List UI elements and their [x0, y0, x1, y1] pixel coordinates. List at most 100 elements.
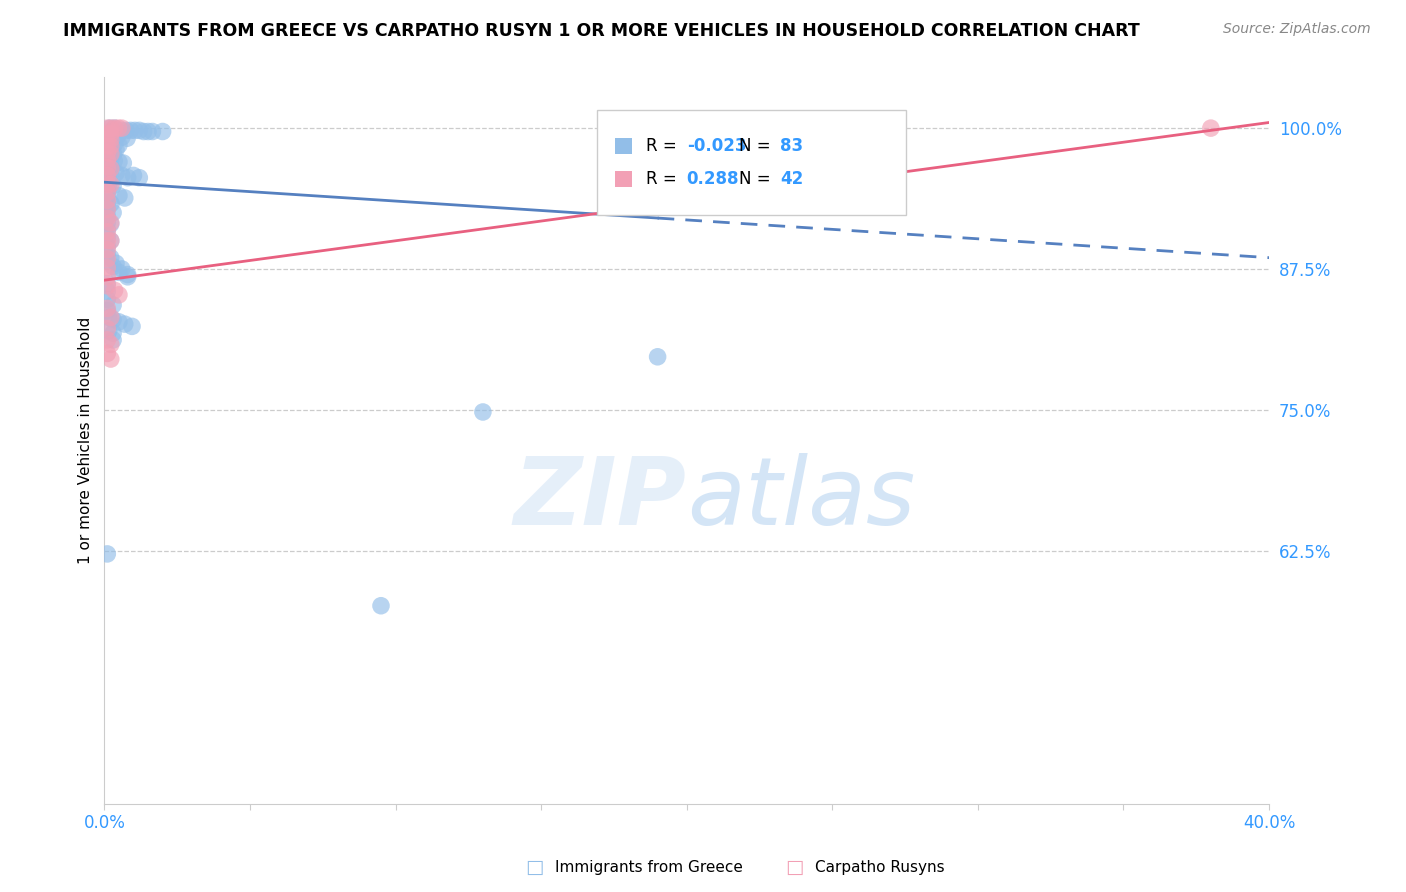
Point	[103, 153, 125, 168]
Point	[117, 170, 139, 185]
Text: □: □	[785, 857, 804, 877]
Point	[96, 145, 118, 160]
Point	[100, 217, 122, 231]
Point	[100, 352, 122, 367]
Point	[100, 153, 122, 167]
Point	[114, 317, 136, 331]
Point	[100, 234, 122, 248]
Point	[100, 196, 122, 211]
Text: R =: R =	[645, 170, 682, 188]
Point	[96, 158, 118, 172]
Point	[98, 130, 121, 145]
Text: Carpatho Rusyns: Carpatho Rusyns	[815, 860, 945, 874]
Point	[108, 288, 131, 302]
Point	[114, 191, 136, 205]
Point	[103, 121, 125, 136]
Point	[97, 178, 120, 192]
Point	[96, 202, 118, 217]
Point	[152, 124, 174, 138]
Point	[96, 139, 118, 153]
Text: R =: R =	[645, 137, 682, 155]
FancyBboxPatch shape	[614, 171, 633, 187]
Point	[108, 138, 131, 153]
Point	[96, 333, 118, 347]
Point	[96, 303, 118, 318]
Point	[108, 315, 131, 329]
Point	[101, 312, 124, 326]
Point	[128, 123, 150, 137]
Point	[100, 139, 122, 153]
Point	[96, 254, 118, 268]
Point	[107, 128, 129, 143]
Point	[100, 160, 122, 174]
Point	[112, 156, 135, 170]
Point	[96, 278, 118, 293]
Point	[100, 178, 122, 192]
Point	[105, 143, 128, 157]
Point	[96, 209, 118, 223]
FancyBboxPatch shape	[614, 138, 633, 154]
Text: N =: N =	[740, 170, 776, 188]
Point	[101, 260, 124, 274]
Point	[111, 121, 134, 136]
Point	[96, 127, 118, 141]
Point	[111, 261, 134, 276]
Point	[96, 243, 118, 257]
Point	[124, 123, 146, 137]
Point	[121, 319, 143, 334]
Point	[96, 346, 118, 360]
Point	[97, 324, 120, 338]
Point	[97, 310, 120, 325]
Point	[107, 121, 129, 136]
Point	[108, 188, 131, 202]
Point	[96, 195, 118, 210]
Point	[100, 121, 122, 136]
Point	[132, 124, 155, 138]
Point	[370, 599, 392, 613]
Point	[98, 145, 121, 160]
Point	[96, 547, 118, 561]
Point	[96, 293, 118, 307]
Point	[96, 301, 118, 316]
Point	[101, 128, 124, 143]
Point	[96, 285, 118, 299]
FancyBboxPatch shape	[598, 110, 905, 216]
Point	[115, 123, 138, 137]
Point	[100, 132, 122, 146]
Point	[100, 167, 122, 181]
Text: -0.023: -0.023	[686, 137, 747, 155]
Point	[96, 230, 118, 244]
Point	[111, 130, 134, 145]
Point	[128, 170, 150, 185]
Point	[120, 123, 142, 137]
Point	[96, 234, 118, 248]
Point	[96, 277, 118, 291]
Point	[96, 252, 118, 266]
Text: IMMIGRANTS FROM GREECE VS CARPATHO RUSYN 1 OR MORE VEHICLES IN HOUSEHOLD CORRELA: IMMIGRANTS FROM GREECE VS CARPATHO RUSYN…	[63, 22, 1140, 40]
Point	[96, 169, 118, 183]
Point	[98, 121, 121, 136]
Point	[100, 337, 122, 351]
Text: Immigrants from Greece: Immigrants from Greece	[555, 860, 744, 874]
Point	[96, 132, 118, 146]
Point	[141, 124, 163, 138]
Point	[101, 298, 124, 312]
Point	[96, 140, 118, 154]
Point	[96, 166, 118, 180]
Point	[96, 211, 118, 226]
Point	[96, 239, 118, 253]
Point	[96, 222, 118, 236]
Point	[96, 225, 118, 239]
Point	[100, 310, 122, 325]
Text: atlas: atlas	[686, 453, 915, 544]
Point	[96, 171, 118, 186]
Point	[111, 169, 134, 183]
Text: N =: N =	[740, 137, 776, 155]
Point	[96, 247, 118, 261]
Point	[100, 216, 122, 230]
Point	[96, 186, 118, 200]
Point	[100, 127, 122, 141]
Point	[96, 121, 118, 136]
Point	[96, 321, 118, 335]
Text: □: □	[524, 857, 544, 877]
